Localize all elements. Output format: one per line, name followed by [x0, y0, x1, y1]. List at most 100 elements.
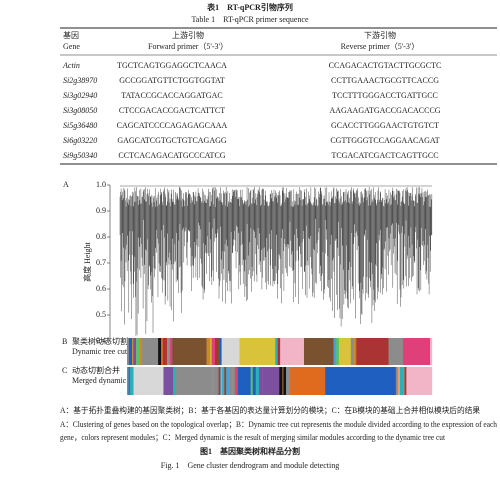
module-segment	[128, 338, 133, 365]
module-segment	[162, 338, 166, 365]
primer: TATACCGCACCAGGATGAC	[121, 91, 222, 100]
module-segment	[303, 338, 334, 365]
module-segment	[224, 367, 227, 395]
module-segment	[163, 367, 174, 395]
caption-en: gene，colors represent modules；C：Merged d…	[60, 433, 446, 442]
module-segment	[128, 367, 131, 395]
module-segment	[404, 367, 407, 395]
module-segment	[159, 338, 162, 365]
dendrogram	[119, 185, 433, 336]
module-segment	[283, 367, 287, 395]
table-title-en: Table 1 RT-qPCR primer sequence	[191, 15, 309, 24]
module-segment	[350, 338, 354, 365]
y-tick-label: 1.0	[96, 180, 106, 189]
module-segment	[170, 338, 173, 365]
y-tick-label: 0.7	[96, 258, 106, 267]
module-segment	[277, 338, 281, 365]
module-segment	[396, 367, 399, 395]
module-segment	[239, 338, 276, 365]
y-label-cn: 高度	[82, 266, 92, 282]
label-c-en: Merged dynamic	[72, 376, 127, 385]
primer: CTCCGACACCGACTCATTCT	[119, 106, 225, 115]
gene: Si2g38970	[63, 76, 97, 85]
y-tick-label: 0.6	[96, 284, 106, 293]
module-segment	[172, 338, 207, 365]
primer: CCTCACAGACATGCCCATCG	[118, 151, 225, 160]
module-segment	[333, 338, 337, 365]
primer: GAGCATCGTGCTGTCAGAGG	[117, 136, 227, 145]
module-segment	[141, 338, 159, 365]
module-segment	[220, 367, 222, 395]
module-segment	[158, 338, 160, 365]
primer: TCGACATCGACTCAGTTGCC	[331, 151, 438, 160]
primer: CCAGACACTGTACTTGCGCTC	[329, 61, 442, 70]
figure-title-cn: 图1 基因聚类树和样品分割	[200, 446, 300, 456]
module-segment	[127, 338, 130, 365]
module-segment	[282, 367, 284, 395]
gene: Si3g08050	[63, 106, 97, 115]
label-b-cn: 聚类树动态切割	[72, 336, 128, 346]
module-segment	[289, 367, 326, 395]
module-segment	[139, 338, 142, 365]
module-segment	[355, 338, 357, 365]
module-segment	[133, 338, 137, 365]
module-segment	[395, 367, 397, 395]
module-segment	[161, 338, 164, 365]
module-segment	[217, 367, 219, 395]
module-segment	[165, 338, 168, 365]
module-segment	[127, 367, 129, 395]
module-segment	[168, 338, 171, 365]
module-segment	[280, 338, 305, 365]
module-segment	[210, 338, 212, 365]
y-tick-label: 0.5	[96, 310, 106, 319]
y-tick-label: 0.4	[96, 336, 106, 345]
header-cn: 下游引物	[364, 30, 396, 40]
module-segment	[206, 338, 211, 365]
y-label-en: Height	[83, 241, 92, 264]
module-segment	[258, 367, 263, 395]
module-segment	[262, 367, 280, 395]
header-en: Gene	[63, 42, 80, 51]
module-segment	[174, 367, 212, 395]
module-segment	[353, 338, 356, 365]
module-segment	[338, 338, 352, 365]
module-segment	[232, 367, 236, 395]
module-segment	[388, 338, 404, 365]
module-segment	[252, 367, 256, 395]
module-segment	[412, 367, 415, 395]
module-segment	[213, 367, 218, 395]
module-segment	[325, 367, 396, 395]
primer: GCACCTTGGGAACTGTGTCT	[331, 121, 439, 130]
module-segment	[336, 338, 340, 365]
module-segment	[409, 367, 414, 395]
header-en: Reverse primer（5'-3'）	[341, 42, 420, 51]
header-en: Forward primer（5'-3'）	[148, 42, 228, 51]
figure-title-en: Fig. 1 Gene cluster dendrogram and modul…	[161, 461, 339, 470]
module-segment	[237, 367, 251, 395]
primer: GCCGGATGTTCTGGTGGTAT	[119, 76, 225, 85]
primer: TGCTCAGTGGAGGCTCAACA	[117, 61, 227, 70]
module-segment	[279, 367, 283, 395]
caption-cn: A：基于拓扑重叠构建的基因聚类树；B：基于各基因的表达量计算划分的模块；C：在B…	[60, 405, 480, 415]
module-segment	[217, 338, 221, 365]
module-segment	[219, 338, 222, 365]
module-segment	[250, 367, 253, 395]
module-segment	[430, 338, 433, 365]
caption-en: A：Clustering of genes based on the topol…	[60, 420, 497, 429]
y-label: 高度 Height	[82, 241, 92, 282]
module-segment	[398, 367, 400, 395]
y-tick-label: 0.8	[96, 232, 106, 241]
primer: CAGCATCCCCAGAGAGCAAA	[117, 121, 228, 130]
gene: Actin	[62, 61, 80, 70]
module-segment	[255, 367, 260, 395]
primer: TCCTTTGGGACCTGATTGCC	[332, 91, 438, 100]
label-c-cn: 动态切割合并	[72, 365, 120, 375]
module-segment	[132, 338, 134, 365]
module-segment	[356, 338, 389, 365]
module-segment	[399, 367, 404, 395]
module-segment	[403, 367, 405, 395]
module-segment	[133, 367, 164, 395]
gene: Si9g50340	[63, 151, 97, 160]
module-segment	[166, 338, 169, 365]
